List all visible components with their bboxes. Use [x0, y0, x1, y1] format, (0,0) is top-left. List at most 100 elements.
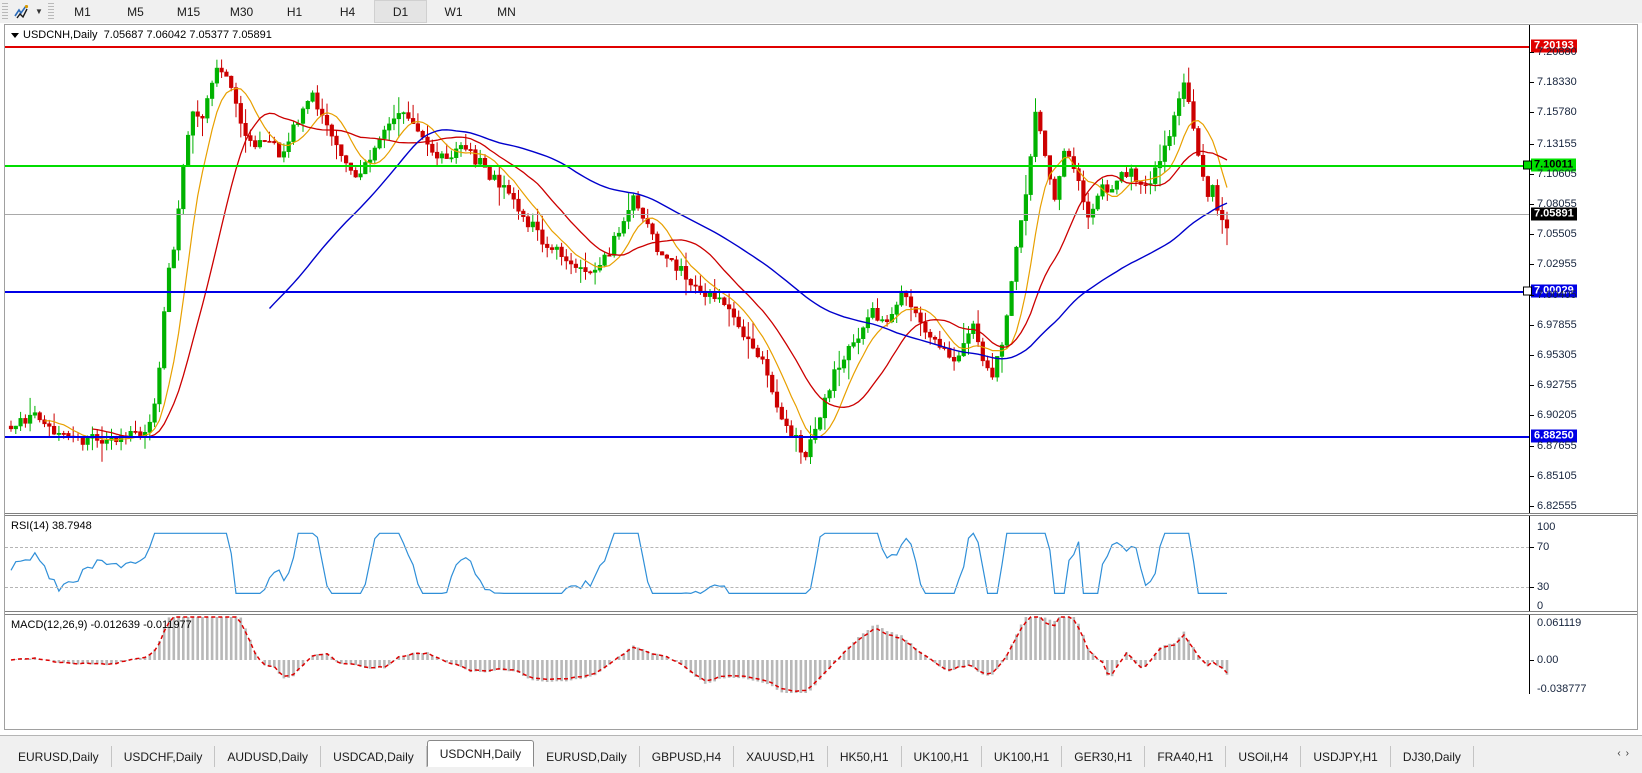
- chart-tab-14[interactable]: USDJPY,H1: [1301, 746, 1391, 767]
- chart-tab-5[interactable]: EURUSD,Daily: [534, 746, 640, 767]
- price-tick-mark-11: [1530, 385, 1534, 387]
- candlestick-series: [8, 59, 1230, 464]
- timeframe-h1[interactable]: H1: [286, 4, 303, 19]
- support-line-1[interactable]: [5, 291, 1529, 293]
- price-tick-13: 6.87655: [1537, 439, 1577, 452]
- tab-scroll-left-icon[interactable]: ‹: [1617, 748, 1626, 759]
- macd-plot[interactable]: [5, 615, 1529, 694]
- price-tick-11: 6.92755: [1537, 379, 1577, 392]
- chart-symbol-header[interactable]: USDCNH,Daily 7.05687 7.06042 7.05377 7.0…: [11, 29, 272, 41]
- price-tick-mark-8: [1530, 294, 1534, 296]
- price-tick-7: 7.02955: [1537, 258, 1577, 271]
- price-tick-4: 7.10605: [1537, 167, 1577, 180]
- chart-tab-15[interactable]: DJ30,Daily: [1391, 746, 1474, 767]
- macd-axis[interactable]: 0.061119 0.00 -0.038777: [1529, 615, 1637, 695]
- triangle-down-icon[interactable]: [11, 32, 19, 38]
- rsi-oversold-line: [5, 587, 1529, 588]
- price-pane[interactable]: USDCNH,Daily 7.05687 7.06042 7.05377 7.0…: [5, 25, 1637, 514]
- rsi-series: [10, 532, 1227, 595]
- pivot-price-tag: 7.10011: [1531, 158, 1577, 172]
- price-tick-mark-3: [1530, 143, 1534, 145]
- macd-tick-min: -0.038777: [1537, 683, 1587, 695]
- rsi-tick-100: 100: [1537, 521, 1556, 533]
- rsi-axis[interactable]: 100 70 30 0: [1529, 516, 1637, 612]
- price-tick-mark-7: [1530, 264, 1534, 266]
- chart-tab-3[interactable]: USDCAD,Daily: [321, 746, 427, 767]
- macd-pane[interactable]: MACD(12,26,9) -0.012639 -0.011977 0.0611…: [5, 614, 1637, 695]
- chart-tab-8[interactable]: HK50,H1: [828, 746, 902, 767]
- current-price-tag: 7.05891: [1531, 207, 1577, 221]
- rsi-header-label: RSI(14) 38.7948: [11, 520, 92, 532]
- chart-tab-strip[interactable]: EURUSD,Daily USDCHF,Daily AUDUSD,Daily USDC…: [6, 740, 1474, 767]
- price-tick-mark-13: [1530, 445, 1534, 447]
- timeframe-h4[interactable]: H4: [339, 4, 356, 19]
- chart-shell: USDCNH,Daily 7.05687 7.06042 7.05377 7.0…: [0, 23, 1642, 752]
- rsi-pane[interactable]: RSI(14) 38.7948 100 70 30 0: [5, 515, 1637, 612]
- price-plot[interactable]: [5, 25, 1529, 513]
- chevron-down-icon[interactable]: ▼: [35, 7, 43, 16]
- rsi-tick-mark-70: [1530, 547, 1534, 548]
- price-axis[interactable]: 7.20193 7.10011 7.05891 7.00029 6.88250 …: [1529, 25, 1637, 513]
- timeframe-d1[interactable]: D1: [374, 0, 427, 23]
- chart-tab-12[interactable]: FRA40,H1: [1145, 746, 1227, 767]
- current-price-line: [5, 214, 1529, 215]
- price-tick-3: 7.13155: [1537, 137, 1577, 150]
- price-tick-14: 6.85105: [1537, 469, 1577, 482]
- resistance-line[interactable]: [5, 46, 1529, 48]
- macd-header-label: MACD(12,26,9) -0.012639 -0.011977: [11, 619, 192, 631]
- rsi-plot[interactable]: [5, 516, 1529, 611]
- price-tick-12: 6.90205: [1537, 409, 1577, 422]
- timeframe-m1[interactable]: M1: [74, 4, 91, 19]
- chart-tab-10[interactable]: UK100,H1: [982, 746, 1063, 767]
- price-tick-mark-2: [1530, 112, 1534, 114]
- price-tick-mark-0: [1530, 52, 1534, 53]
- timeframe-mn[interactable]: MN: [497, 4, 516, 19]
- toolbar-grip-2[interactable]: [48, 3, 54, 20]
- chart-tab-13[interactable]: USOil,H4: [1226, 746, 1302, 767]
- tab-scroll-nav[interactable]: ‹›: [1617, 748, 1634, 759]
- support-line-2[interactable]: [5, 436, 1529, 438]
- rsi-tick-mark-30: [1530, 587, 1534, 588]
- price-tick-mark-5: [1530, 203, 1534, 205]
- chart-tab-1[interactable]: USDCHF,Daily: [112, 746, 216, 767]
- chart-tab-6[interactable]: GBPUSD,H4: [640, 746, 735, 767]
- resistance-price-tag: 7.20193: [1531, 39, 1577, 53]
- macd-series: [10, 616, 1229, 693]
- timeframe-m5[interactable]: M5: [127, 4, 144, 19]
- pivot-line-handle[interactable]: [1523, 160, 1532, 170]
- timeframe-w1[interactable]: W1: [444, 4, 463, 19]
- price-tick-mark-15: [1530, 506, 1534, 507]
- pivot-line[interactable]: [5, 165, 1529, 167]
- chart-ohlc-label: 7.05687 7.06042 7.05377 7.05891: [103, 29, 272, 41]
- rsi-tick-70: 70: [1537, 541, 1550, 553]
- price-tick-2: 7.15780: [1537, 106, 1577, 119]
- support-1-line-handle[interactable]: [1523, 286, 1532, 296]
- chart-tab-7[interactable]: XAUUSD,H1: [734, 746, 828, 767]
- chart-tab-2[interactable]: AUDUSD,Daily: [215, 746, 322, 767]
- toolbar-grip-1[interactable]: [2, 3, 8, 20]
- macd-tick-zero: 0.00: [1537, 654, 1559, 666]
- rsi-tick-30: 30: [1537, 581, 1550, 593]
- price-tick-5: 7.08055: [1537, 197, 1577, 210]
- price-tick-9: 6.97855: [1537, 318, 1577, 331]
- tab-scroll-right-icon[interactable]: ›: [1625, 748, 1634, 759]
- price-tick-0: 7.20880: [1537, 46, 1577, 58]
- macd-tick-max: 0.061119: [1537, 617, 1582, 629]
- macd-tick-mark-zero: [1530, 660, 1534, 661]
- chart-tab-11[interactable]: GER30,H1: [1062, 746, 1146, 767]
- price-tick-8: 7.00405: [1537, 288, 1577, 301]
- price-tick-mark-4: [1530, 173, 1534, 175]
- price-tick-1: 7.18330: [1537, 76, 1577, 89]
- chart-tab-4[interactable]: USDCNH,Daily: [426, 740, 535, 767]
- price-tick-mark-9: [1530, 324, 1534, 326]
- timeframe-m30[interactable]: M30: [229, 4, 254, 19]
- chart-tab-0[interactable]: EURUSD,Daily: [6, 746, 112, 767]
- charts-icon[interactable]: [10, 2, 32, 22]
- chart-symbol-label: USDCNH,Daily: [23, 29, 98, 41]
- chart-area[interactable]: USDCNH,Daily 7.05687 7.06042 7.05377 7.0…: [4, 24, 1638, 730]
- timeframe-m15[interactable]: M15: [176, 4, 201, 19]
- price-tick-10: 6.95305: [1537, 348, 1577, 361]
- price-tick-mark-1: [1530, 82, 1534, 84]
- chart-tab-9[interactable]: UK100,H1: [902, 746, 982, 767]
- price-tick-15: 6.82555: [1537, 500, 1577, 512]
